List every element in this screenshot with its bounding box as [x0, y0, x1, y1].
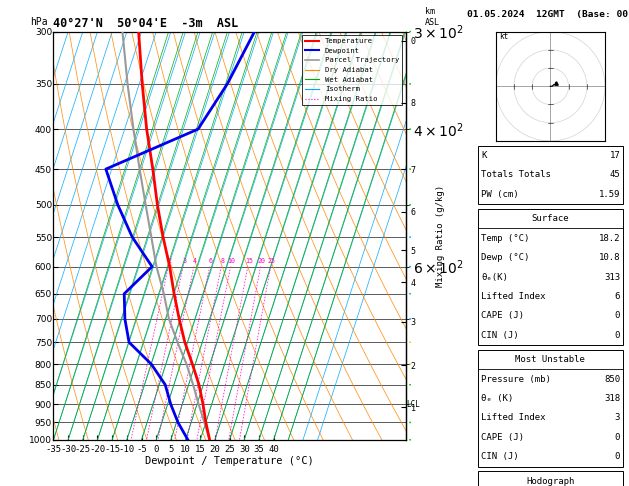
Text: Totals Totals: Totals Totals	[481, 171, 551, 179]
Text: θₑ(K): θₑ(K)	[481, 273, 508, 281]
Text: 20: 20	[258, 258, 265, 264]
Text: hPa: hPa	[31, 17, 48, 27]
Text: 8: 8	[220, 258, 225, 264]
Text: CAPE (J): CAPE (J)	[481, 312, 524, 320]
Text: Most Unstable: Most Unstable	[515, 355, 586, 364]
Text: 318: 318	[604, 394, 620, 403]
Text: Hodograph: Hodograph	[526, 477, 574, 486]
Text: 6: 6	[615, 292, 620, 301]
Text: 313: 313	[604, 273, 620, 281]
Text: Lifted Index: Lifted Index	[481, 292, 546, 301]
Text: 6: 6	[209, 258, 213, 264]
Text: CIN (J): CIN (J)	[481, 331, 519, 340]
Text: θₑ (K): θₑ (K)	[481, 394, 513, 403]
X-axis label: Dewpoint / Temperature (°C): Dewpoint / Temperature (°C)	[145, 456, 314, 467]
Text: © weatheronline.co.uk: © weatheronline.co.uk	[494, 450, 607, 459]
Text: Surface: Surface	[532, 214, 569, 223]
Text: 1.59: 1.59	[599, 190, 620, 199]
Text: PW (cm): PW (cm)	[481, 190, 519, 199]
Text: Dewp (°C): Dewp (°C)	[481, 253, 530, 262]
Text: kt: kt	[499, 32, 509, 41]
Text: 0: 0	[615, 433, 620, 442]
Text: 850: 850	[604, 375, 620, 383]
Text: 17: 17	[610, 151, 620, 160]
Text: 0: 0	[615, 312, 620, 320]
Text: km
ASL: km ASL	[425, 7, 440, 27]
Text: 3: 3	[615, 414, 620, 422]
Text: CAPE (J): CAPE (J)	[481, 433, 524, 442]
Text: 3: 3	[182, 258, 186, 264]
Text: 0: 0	[615, 452, 620, 461]
Text: 0: 0	[615, 331, 620, 340]
Text: 25: 25	[267, 258, 276, 264]
Text: 4: 4	[193, 258, 197, 264]
Text: Mixing Ratio (g/kg): Mixing Ratio (g/kg)	[436, 185, 445, 287]
Text: LCL: LCL	[406, 399, 420, 409]
Legend: Temperature, Dewpoint, Parcel Trajectory, Dry Adiabat, Wet Adiabat, Isotherm, Mi: Temperature, Dewpoint, Parcel Trajectory…	[302, 35, 402, 105]
Text: Temp (°C): Temp (°C)	[481, 234, 530, 243]
Text: K: K	[481, 151, 487, 160]
Text: 10: 10	[228, 258, 236, 264]
Text: 18.2: 18.2	[599, 234, 620, 243]
Text: 15: 15	[245, 258, 253, 264]
Text: 2: 2	[167, 258, 172, 264]
Text: 01.05.2024  12GMT  (Base: 00): 01.05.2024 12GMT (Base: 00)	[467, 10, 629, 19]
Text: Lifted Index: Lifted Index	[481, 414, 546, 422]
Text: 40°27'N  50°04'E  -3m  ASL: 40°27'N 50°04'E -3m ASL	[53, 17, 239, 31]
Text: 45: 45	[610, 171, 620, 179]
Text: CIN (J): CIN (J)	[481, 452, 519, 461]
Text: 10.8: 10.8	[599, 253, 620, 262]
Text: Pressure (mb): Pressure (mb)	[481, 375, 551, 383]
